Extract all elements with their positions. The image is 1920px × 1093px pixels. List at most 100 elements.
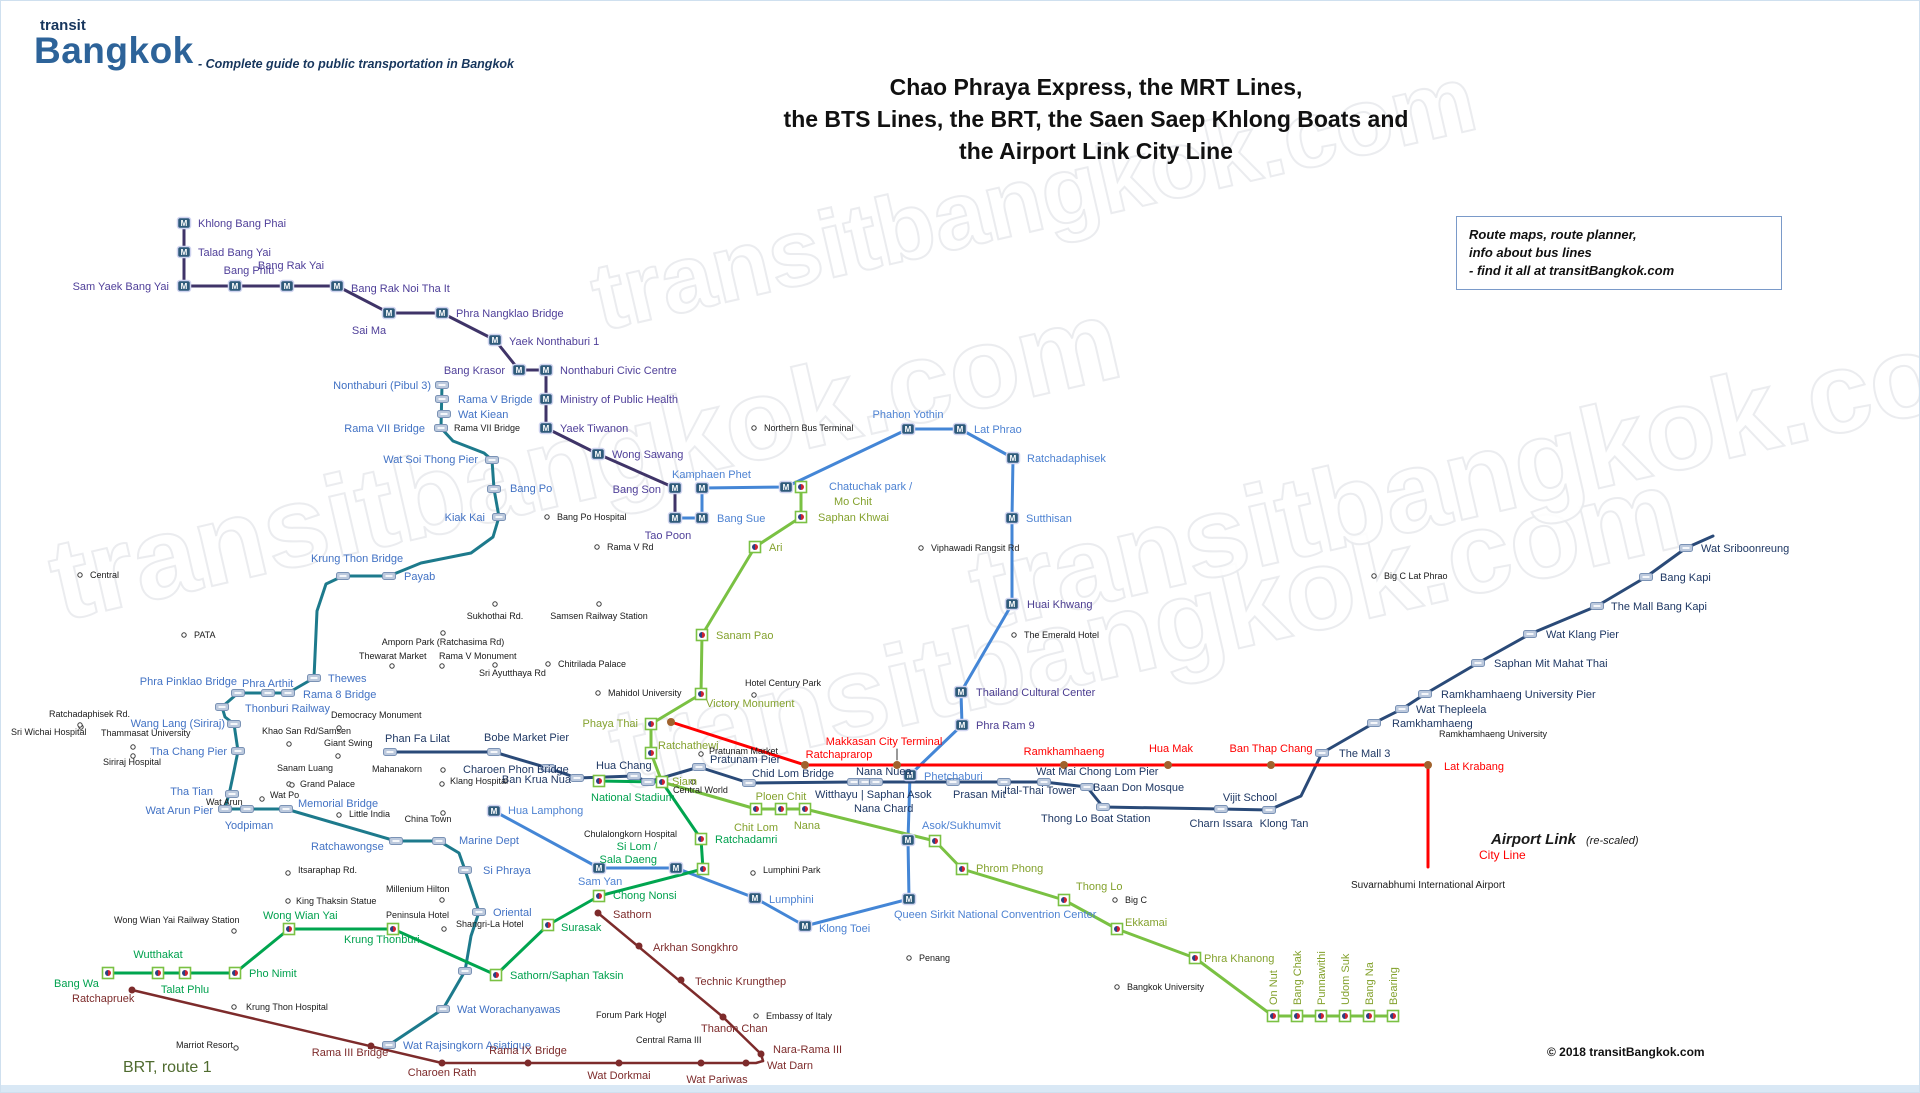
mrt-station-icon <box>487 333 503 347</box>
station-label: Nonthaburi Civic Centre <box>560 365 677 377</box>
landmark-dot <box>750 870 756 876</box>
station-label: Payab <box>404 571 435 583</box>
landmark-label: Samsen Railway Station <box>550 611 648 621</box>
bts-logo-right <box>703 866 706 872</box>
boat-pier-stripe <box>385 1044 393 1046</box>
landmark-label: Big C Lat Phrao <box>1384 571 1448 581</box>
brt-station-dot <box>635 942 643 950</box>
bts-logo-left <box>753 806 756 812</box>
bts-logo-right <box>393 926 396 932</box>
station-label: Kiak Kai <box>445 512 485 524</box>
bts-logo-right <box>1297 1013 1300 1019</box>
station-label: Charoen Rath <box>408 1067 477 1079</box>
mrt-station-icon <box>590 447 606 461</box>
station-label: Sutthisan <box>1026 513 1072 525</box>
station-label: Bang Krasor <box>444 365 505 377</box>
station-label: Pratunam Pier <box>710 754 781 766</box>
station-label: Ratchathewi <box>658 740 719 752</box>
station-label: Airport Link <box>1490 831 1577 848</box>
copyright-text: © 2018 transitBangkok.com <box>1547 1045 1705 1059</box>
landmark-label: Viphawadi Rangsit Rd <box>931 543 1019 553</box>
mrt-station-letter: M <box>699 514 706 523</box>
bts-logo-left <box>155 970 158 976</box>
landmark-dot <box>918 545 924 551</box>
boat-pier-stripe <box>490 488 498 490</box>
route-info-box: Route maps, route planner, info about bu… <box>1456 216 1782 290</box>
station-label: Phan Fa Lilat <box>385 733 450 745</box>
boat-pier-stripe <box>439 1008 447 1010</box>
boat-pier-stripe <box>392 840 400 842</box>
mrt-station-letter: M <box>958 688 965 697</box>
boat-pier-stripe <box>264 692 272 694</box>
station-label: Wutthakat <box>133 949 182 961</box>
station-label: Punnawithi <box>1316 951 1328 1005</box>
brt-station-dot <box>594 909 602 917</box>
landmark-label: Northern Bus Terminal <box>764 423 853 433</box>
bts-logo-left <box>778 806 781 812</box>
bts-logo-right <box>1117 926 1120 932</box>
landmark-dot <box>440 810 446 816</box>
boat-pier-stripe <box>386 751 394 753</box>
mrt-station-letter: M <box>543 366 550 375</box>
info-line-2: info about bus lines <box>1469 245 1592 260</box>
bts-logo-right <box>781 806 784 812</box>
station-label: Bang Na <box>1364 961 1376 1005</box>
boat-pier-stripe <box>475 911 483 913</box>
station-label: Wong Sawang <box>612 449 683 461</box>
station-label: Wat Worachanyawas <box>457 1004 561 1016</box>
mrt-station-letter: M <box>752 894 759 903</box>
mrt-station-letter: M <box>699 484 706 493</box>
bts-logo-right <box>1195 955 1198 961</box>
boat-pier-stripe <box>385 575 393 577</box>
station-label: National Stadium <box>591 792 675 804</box>
landmark-label: Central World <box>673 785 728 795</box>
boat-pier-stripe <box>438 398 446 400</box>
mrt-station-icon <box>668 861 684 875</box>
station-label: Ramkhamhaeng University Pier <box>1441 689 1596 701</box>
station-label: Rama 8 Bridge <box>303 689 376 701</box>
mrt-station-icon <box>1004 597 1020 611</box>
mrt-station-icon <box>952 422 968 436</box>
landmark-label: Khao San Rd/Samsen <box>262 726 351 736</box>
landmark-dot <box>259 796 265 802</box>
station-label: Tao Poon <box>645 530 691 542</box>
station-label: Baan Don Mosque <box>1093 782 1184 794</box>
bts-logo-left <box>648 750 651 756</box>
bts-logo-right <box>496 972 499 978</box>
mrt-station-letter: M <box>386 309 393 318</box>
bts-logo-right <box>1064 897 1067 903</box>
logo-bangkok-text: Bangkok <box>34 30 194 71</box>
station-label: Rama IX Bridge <box>489 1045 567 1057</box>
bts-logo-left <box>698 691 701 697</box>
mrt-station-icon <box>486 804 502 818</box>
landmark-label: Marriot Resort <box>176 1040 234 1050</box>
station-label: Technic Krungthep <box>695 976 786 988</box>
airport-link-station-dot <box>1164 761 1172 769</box>
bts-logo-left <box>802 806 805 812</box>
bts-logo-right <box>548 922 551 928</box>
station-label: Nara-Rama III <box>773 1044 842 1056</box>
landmark-dot <box>594 544 600 550</box>
station-label: On Nut <box>1268 970 1280 1005</box>
bts-logo-right <box>1369 1013 1372 1019</box>
station-label: Ratchawongse <box>311 841 384 853</box>
station-label: Lat Phrao <box>974 424 1022 436</box>
station-label: Yaek Tiwanon <box>560 423 628 435</box>
mrt-station-letter: M <box>181 219 188 228</box>
mrt-station-letter: M <box>1010 454 1017 463</box>
bts-logo-right <box>701 836 704 842</box>
landmark-label: Shangri-La Hotel <box>456 919 524 929</box>
bts-logo-left <box>286 926 289 932</box>
landmark-label: Sri Wichai Hospital <box>11 727 87 737</box>
boat-pier-stripe <box>1318 752 1326 754</box>
station-label: Huai Khwang <box>1027 599 1092 611</box>
station-label: Bang Phlu <box>224 265 275 277</box>
station-label: Ban Thap Chang <box>1230 743 1313 755</box>
title-line-2: the BTS Lines, the BRT, the Saen Saep Kh… <box>783 106 1409 132</box>
boat-pier-stripe <box>1474 662 1482 664</box>
boat-pier-stripe <box>230 723 238 725</box>
brt-station-dot <box>697 1059 705 1067</box>
mrt-station-icon <box>797 919 813 933</box>
landmark-label: Sri Ayutthaya Rd <box>479 668 546 678</box>
bts-logo-right <box>185 970 188 976</box>
